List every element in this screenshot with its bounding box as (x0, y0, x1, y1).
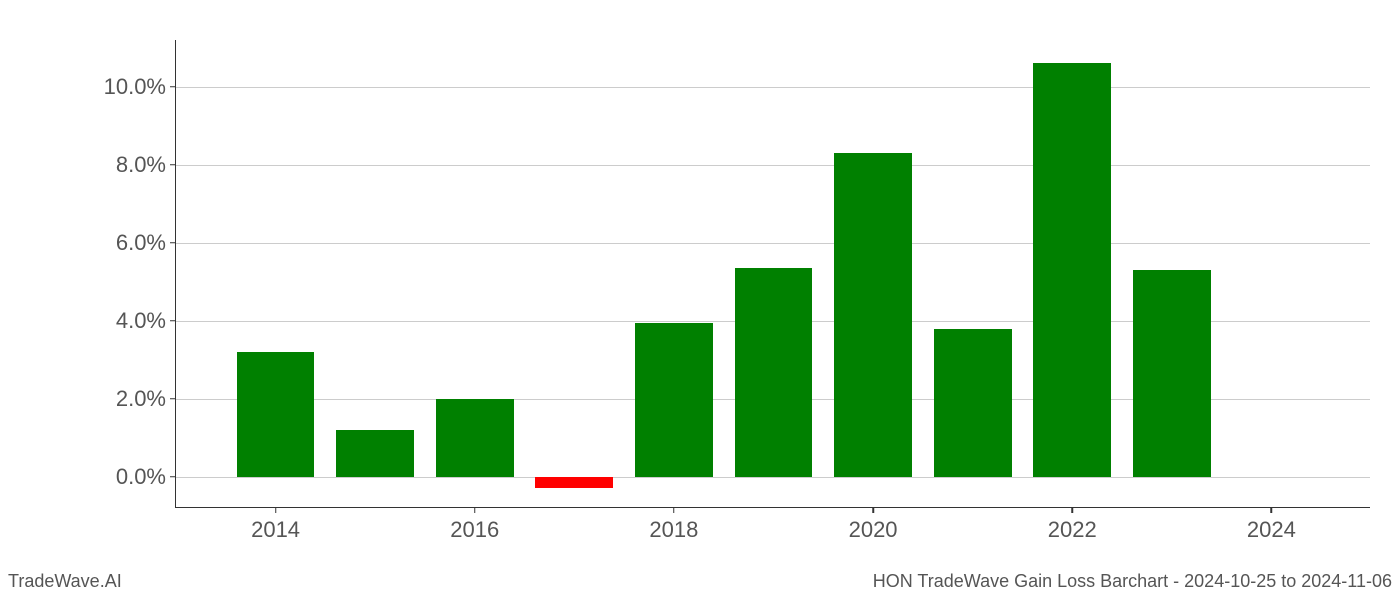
footer-right-label: HON TradeWave Gain Loss Barchart - 2024-… (873, 571, 1392, 592)
bar (834, 153, 912, 477)
bar (336, 430, 414, 477)
bar (1133, 270, 1211, 477)
y-tick-label: 2.0% (116, 386, 176, 412)
y-tick-label: 6.0% (116, 230, 176, 256)
chart-plot-area: 0.0%2.0%4.0%6.0%8.0%10.0%201420162018202… (175, 40, 1370, 508)
x-tick-label: 2022 (1048, 507, 1097, 543)
x-tick-label: 2016 (450, 507, 499, 543)
y-gridline (176, 165, 1370, 166)
bar (535, 477, 613, 489)
x-tick-label: 2024 (1247, 507, 1296, 543)
bar (237, 352, 315, 477)
y-gridline (176, 87, 1370, 88)
x-tick-label: 2018 (649, 507, 698, 543)
bar (436, 399, 514, 477)
y-tick-label: 0.0% (116, 464, 176, 490)
y-tick-label: 8.0% (116, 152, 176, 178)
x-tick-label: 2020 (849, 507, 898, 543)
y-gridline (176, 243, 1370, 244)
bar (1033, 63, 1111, 476)
footer-left-label: TradeWave.AI (8, 571, 122, 592)
bar (934, 329, 1012, 477)
bar (635, 323, 713, 477)
x-tick-label: 2014 (251, 507, 300, 543)
y-tick-label: 4.0% (116, 308, 176, 334)
y-gridline (176, 477, 1370, 478)
y-tick-label: 10.0% (104, 74, 176, 100)
bar (735, 268, 813, 477)
